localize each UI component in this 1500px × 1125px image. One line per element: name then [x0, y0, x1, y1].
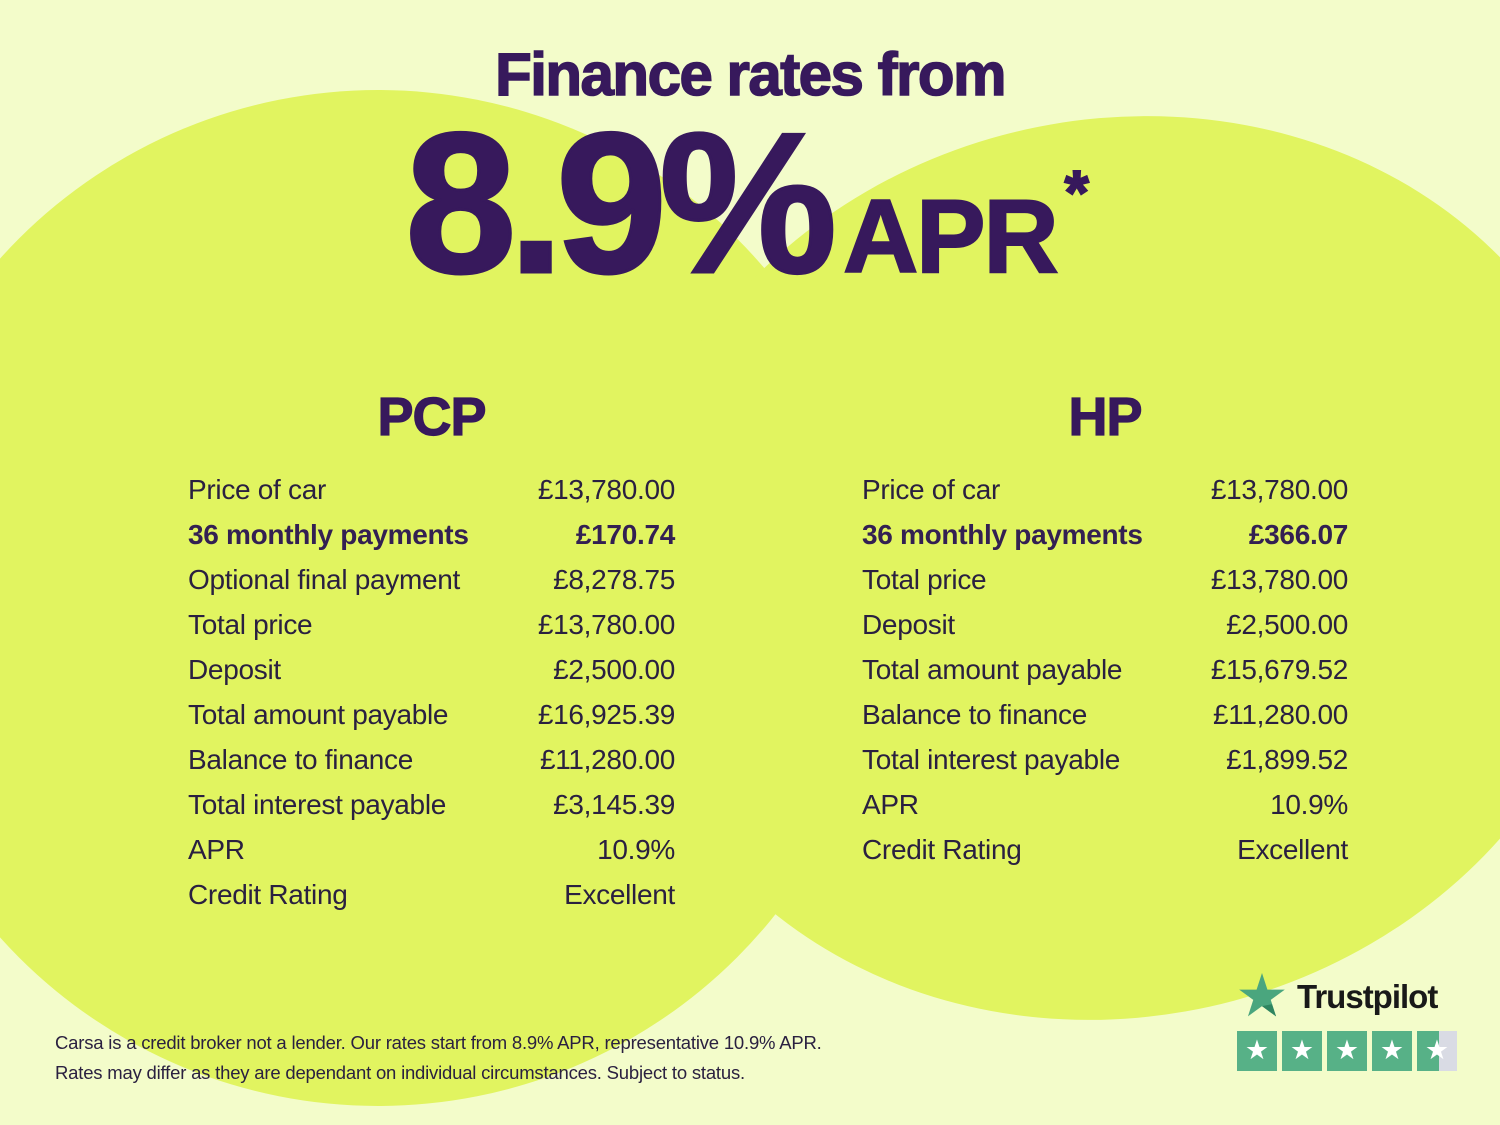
table-row: 36 monthly payments £170.74: [188, 513, 675, 558]
row-value: £8,278.75: [553, 564, 675, 596]
row-label: Total amount payable: [188, 699, 449, 731]
row-label: Total interest payable: [862, 744, 1121, 776]
trustpilot-stars: ★ ★ ★ ★ ★: [1237, 1031, 1457, 1071]
row-label: Deposit: [188, 654, 281, 686]
trustpilot-logo-row: Trustpilot: [1237, 972, 1457, 1022]
table-row: Balance to finance £11,280.00: [862, 693, 1348, 738]
row-value: £1,899.52: [1226, 744, 1348, 776]
row-label: Total interest payable: [188, 789, 447, 821]
row-label: 36 monthly payments: [862, 519, 1143, 551]
table-row: Optional final payment £8,278.75: [188, 558, 675, 603]
table-row: Credit Rating Excellent: [862, 828, 1348, 873]
table-row: Total price £13,780.00: [188, 603, 675, 648]
row-value: Excellent: [564, 879, 675, 911]
rate-suffix: APR: [842, 179, 1060, 295]
pcp-section: PCP Price of car £13,780.00 36 monthly pay…: [188, 385, 675, 918]
row-value: £366.07: [1248, 519, 1348, 551]
row-label: Price of car: [188, 474, 326, 506]
table-row: Deposit £2,500.00: [862, 603, 1348, 648]
star-icon: ★: [1379, 1034, 1405, 1066]
table-row: Total interest payable £1,899.52: [862, 738, 1348, 783]
row-label: Total amount payable: [862, 654, 1123, 686]
disclaimer: Carsa is a credit broker not a lender. O…: [55, 1028, 915, 1087]
row-label: APR: [188, 834, 245, 866]
row-value: £15,679.52: [1210, 654, 1348, 686]
star-box: ★: [1237, 1031, 1277, 1071]
star-box: ★: [1372, 1031, 1412, 1071]
table-row: Credit Rating Excellent: [188, 873, 675, 918]
row-value: £2,500.00: [553, 654, 675, 686]
table-row: APR 10.9%: [188, 828, 675, 873]
row-label: Total price: [188, 609, 313, 641]
row-value: Excellent: [1237, 834, 1348, 866]
rate-asterisk: *: [1064, 159, 1090, 228]
pcp-heading: PCP: [377, 386, 487, 447]
star-box: ★: [1282, 1031, 1322, 1071]
star-box: ★: [1327, 1031, 1367, 1071]
left-blob: [0, 90, 886, 1106]
disclaimer-line2: Rates may differ as they are dependant o…: [55, 1061, 745, 1083]
row-label: Price of car: [862, 474, 1000, 506]
right-blob: [618, 116, 1500, 1020]
trustpilot-star-icon: [1239, 973, 1285, 1017]
table-row: Total price £13,780.00: [862, 558, 1348, 603]
row-value: £13,780.00: [537, 609, 675, 641]
star-icon: ★: [1244, 1034, 1270, 1066]
table-row: Total amount payable £16,925.39: [188, 693, 675, 738]
table-row: Total amount payable £15,679.52: [862, 648, 1348, 693]
row-value: £11,280.00: [539, 744, 675, 776]
hp-heading: HP: [1068, 386, 1143, 447]
row-value: £13,780.00: [1210, 564, 1348, 596]
star-icon: ★: [1334, 1034, 1360, 1066]
trustpilot-brand: Trustpilot: [1297, 978, 1438, 1015]
table-row: 36 monthly payments £366.07: [862, 513, 1348, 558]
disclaimer-line1: Carsa is a credit broker not a lender. O…: [55, 1032, 822, 1053]
pcp-table: Price of car £13,780.00 36 monthly payment…: [188, 468, 675, 918]
table-row: Price of car £13,780.00: [862, 468, 1348, 513]
row-label: Optional final payment: [188, 564, 461, 596]
table-row: APR 10.9%: [862, 783, 1348, 828]
star-box: ★: [1417, 1031, 1457, 1071]
star-icon: ★: [1289, 1034, 1315, 1066]
table-row: Balance to finance £11,280.00: [188, 738, 675, 783]
row-label: Total price: [862, 564, 987, 596]
hp-section: HP Price of car £13,780.00 36 monthly paym…: [862, 385, 1348, 873]
row-value: £2,500.00: [1226, 609, 1348, 641]
table-row: Price of car £13,780.00: [188, 468, 675, 513]
row-value: 10.9%: [597, 834, 675, 866]
row-label: Balance to finance: [188, 744, 413, 776]
table-row: Total interest payable £3,145.39: [188, 783, 675, 828]
row-value: £11,280.00: [1212, 699, 1348, 731]
row-label: Balance to finance: [862, 699, 1087, 731]
row-value: £13,780.00: [1210, 474, 1348, 506]
hp-table: Price of car £13,780.00 36 monthly payment…: [862, 468, 1348, 873]
star-icon: ★: [1424, 1034, 1450, 1066]
row-value: £16,925.39: [537, 699, 675, 731]
page-title: Finance rates from: [494, 40, 1007, 109]
trustpilot-badge: Trustpilot ★ ★ ★ ★ ★: [1237, 972, 1457, 1071]
row-label: APR: [862, 789, 919, 821]
row-label: 36 monthly payments: [188, 519, 469, 551]
row-label: Credit Rating: [862, 834, 1022, 866]
headline-rate: 8.9% APR *: [0, 92, 1500, 315]
row-value: £13,780.00: [537, 474, 675, 506]
rate-value: 8.9%: [404, 92, 839, 315]
table-row: Deposit £2,500.00: [188, 648, 675, 693]
row-value: £170.74: [575, 519, 675, 551]
row-value: £3,145.39: [553, 789, 675, 821]
row-value: 10.9%: [1270, 789, 1348, 821]
row-label: Credit Rating: [188, 879, 348, 911]
row-label: Deposit: [862, 609, 955, 641]
